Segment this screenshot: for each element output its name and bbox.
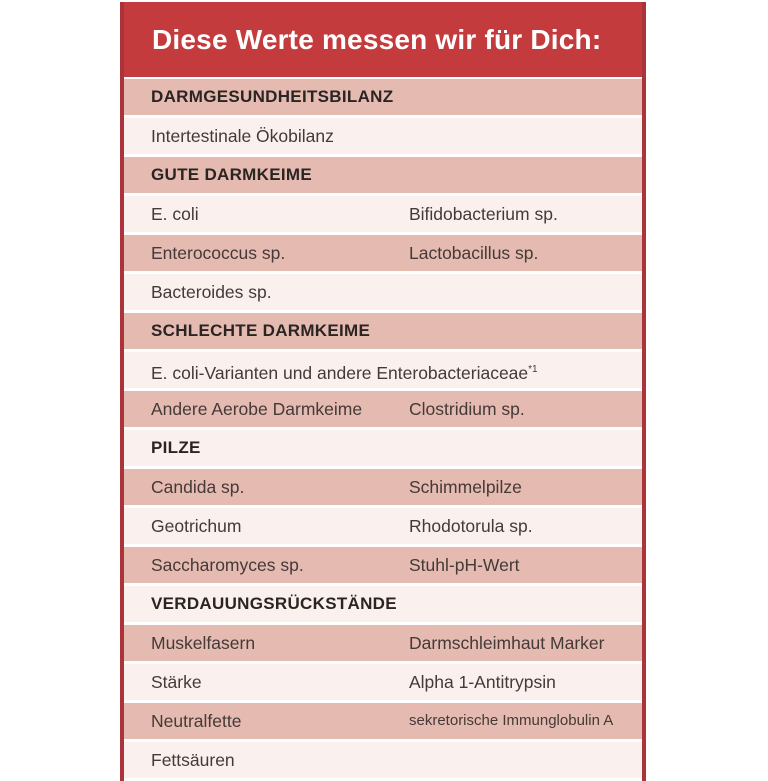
page-title: Diese Werte messen wir für Dich: xyxy=(124,2,642,77)
section-header-row: GUTE DARMKEIME xyxy=(124,157,642,193)
row-label: Candida sp. xyxy=(151,477,245,497)
row-label-col2: sekretorische Immunglobulin A xyxy=(409,712,614,729)
row-label: Muskelfasern xyxy=(151,633,256,653)
table-row: Candida sp. Schimmelpilze xyxy=(124,469,642,505)
row-label: Bacteroides sp. xyxy=(151,282,272,302)
table-row: E. coli-Varianten und andere Enterobacte… xyxy=(124,352,642,388)
row-label-col2: Schimmelpilze xyxy=(409,477,522,497)
row-label: Intertestinale Ökobilanz xyxy=(151,126,334,146)
row-label: Andere Aerobe Darmkeime xyxy=(151,399,363,419)
table-row: Andere Aerobe Darmkeime Clostridium sp. xyxy=(124,391,642,427)
row-label: Enterococcus sp. xyxy=(151,243,286,263)
section-header-label: VERDAUUNGSRÜCKSTÄNDE xyxy=(151,594,397,613)
measurement-table: Diese Werte messen wir für Dich: DARMGES… xyxy=(120,2,646,781)
section-header-row: PILZE xyxy=(124,430,642,466)
table-row: Fettsäuren xyxy=(124,742,642,778)
row-label: Geotrichum xyxy=(151,516,242,536)
row-label: E. coli-Varianten und andere Enterobacte… xyxy=(151,352,538,391)
table-row: E. coli Bifidobacterium sp. xyxy=(124,196,642,232)
section-header-label: GUTE DARMKEIME xyxy=(151,165,312,184)
row-label: Stärke xyxy=(151,672,202,692)
row-label-col2: Clostridium sp. xyxy=(409,399,525,419)
table-row: Stärke Alpha 1-Antitrypsin xyxy=(124,664,642,700)
row-label-col2: Stuhl-pH-Wert xyxy=(409,555,520,575)
table-row: Geotrichum Rhodotorula sp. xyxy=(124,508,642,544)
table-row: Saccharomyces sp. Stuhl-pH-Wert xyxy=(124,547,642,583)
row-label-col2: Rhodotorula sp. xyxy=(409,516,533,536)
row-label: Fettsäuren xyxy=(151,750,235,770)
row-label-col2: Alpha 1-Antitrypsin xyxy=(409,672,556,692)
row-label: Neutralfette xyxy=(151,711,242,731)
footnote-marker: *1 xyxy=(528,364,538,375)
row-label-col2: Darmschleimhaut Marker xyxy=(409,633,605,653)
row-label-col2: Bifidobacterium sp. xyxy=(409,204,558,224)
row-label-text: E. coli-Varianten und andere Enterobacte… xyxy=(151,363,529,383)
row-label-col2: Lactobacillus sp. xyxy=(409,243,539,263)
section-header-label: PILZE xyxy=(151,438,201,457)
table-row: Neutralfette sekretorische Immunglobulin… xyxy=(124,703,642,739)
section-header-label: SCHLECHTE DARMKEIME xyxy=(151,321,371,340)
row-label: E. coli xyxy=(151,204,199,224)
section-header-row: DARMGESUNDHEITSBILANZ xyxy=(124,79,642,115)
table-row: Intertestinale Ökobilanz xyxy=(124,118,642,154)
table-row: Bacteroides sp. xyxy=(124,274,642,310)
row-label: Saccharomyces sp. xyxy=(151,555,304,575)
table-row: Muskelfasern Darmschleimhaut Marker xyxy=(124,625,642,661)
section-header-row: VERDAUUNGSRÜCKSTÄNDE xyxy=(124,586,642,622)
section-header-row: SCHLECHTE DARMKEIME xyxy=(124,313,642,349)
table-row: Enterococcus sp. Lactobacillus sp. xyxy=(124,235,642,271)
section-header-label: DARMGESUNDHEITSBILANZ xyxy=(151,87,394,106)
